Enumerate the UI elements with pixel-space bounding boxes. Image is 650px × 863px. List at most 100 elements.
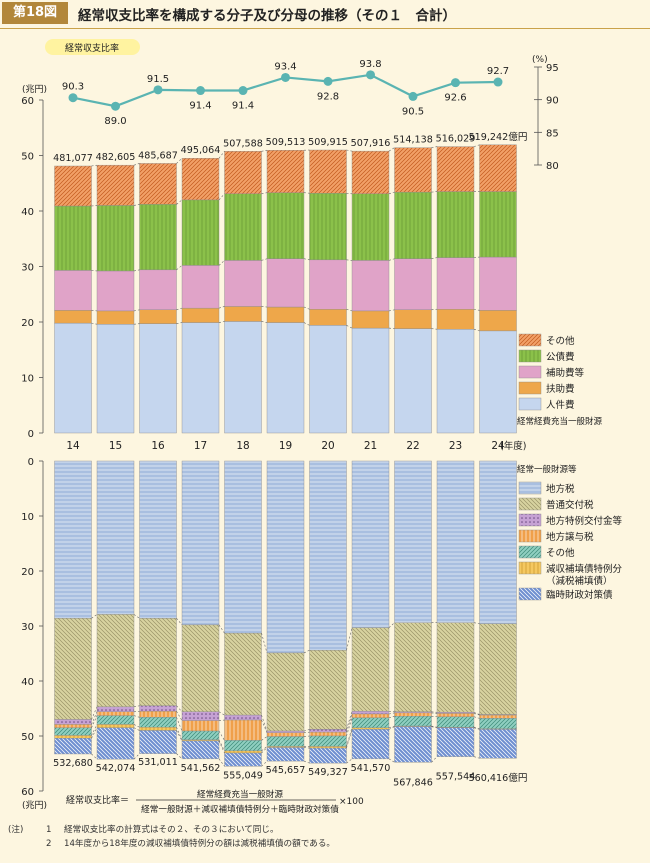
figure-title: 経常収支比率を構成する分子及び分母の推移（その１ 合計）	[78, 8, 456, 24]
ratio-point	[68, 93, 78, 103]
numerator-total-label: 495,064	[181, 145, 221, 156]
denominator-connector	[176, 730, 183, 742]
numerator-connector	[346, 308, 353, 312]
numerator-bar-segment	[351, 327, 390, 434]
denominator-connector	[473, 726, 480, 730]
denominator-legend-swatch	[518, 529, 542, 543]
denominator-connector	[133, 753, 140, 760]
denominator-connector	[346, 729, 353, 749]
denominator-legend-swatch	[518, 481, 542, 495]
numerator-legend-label: 公債費	[546, 351, 575, 363]
denominator-bar-segment	[351, 717, 390, 728]
numerator-bar-segment	[181, 265, 220, 309]
denominator-tick-label: 40	[21, 677, 34, 688]
x-category-label: 21	[364, 440, 377, 452]
numerator-connector	[346, 325, 353, 329]
numerator-bar-segment	[96, 324, 135, 434]
denominator-bar-segment	[351, 711, 390, 715]
denominator-connector	[176, 717, 183, 732]
denominator-bar-segment	[436, 716, 475, 728]
x-category-label: 22	[406, 440, 419, 452]
denominator-bar-segment	[309, 746, 347, 749]
numerator-connector	[261, 306, 268, 308]
denominator-tick-label: 20	[21, 567, 34, 578]
numerator-bar-segment	[96, 205, 135, 272]
numerator-connector	[473, 328, 480, 332]
x-category-label: 16	[151, 440, 165, 452]
denominator-tick-label: 0	[28, 457, 34, 468]
numerator-connector	[346, 149, 353, 152]
numerator-bar-segment	[266, 150, 305, 193]
denominator-connector	[346, 713, 353, 733]
denominator-tick-label: 50	[21, 732, 34, 743]
numerator-total-label: 519,242億円	[469, 131, 528, 143]
x-category-label: 23	[449, 440, 462, 452]
ratio-unit: (%)	[532, 55, 548, 65]
denominator-connector	[431, 725, 438, 728]
denominator-tick-label: 60	[21, 787, 34, 798]
numerator-legend-swatch	[518, 397, 542, 411]
denominator-total-label: 541,570	[351, 763, 391, 774]
numerator-connector	[133, 323, 140, 325]
ratio-point	[366, 70, 375, 80]
ratio-label: 経常収支比率	[65, 42, 119, 54]
denominator-bar-segment	[139, 711, 177, 718]
numerator-bar-segment	[181, 158, 220, 201]
denominator-bar-segment	[309, 747, 347, 764]
denominator-connector	[303, 760, 310, 764]
numerator-tick-label: 50	[21, 152, 34, 163]
numerator-connector	[388, 309, 395, 312]
denominator-bar-segment	[224, 632, 262, 716]
denominator-connector	[218, 739, 225, 751]
denominator-bar-segment	[351, 460, 390, 628]
ratio-value-label: 91.4	[232, 101, 254, 112]
denominator-connector	[91, 753, 98, 760]
numerator-tick-label: 60	[21, 96, 34, 107]
denominator-bar-segment	[224, 740, 262, 752]
denominator-bar-segment	[139, 730, 177, 754]
numerator-connector	[133, 204, 140, 206]
denominator-legend-label: 減収補填債特例分	[546, 563, 623, 575]
numerator-bar-segment	[54, 165, 92, 207]
denominator-connector	[261, 715, 268, 732]
denominator-legend-label: 臨時財政対策債	[546, 589, 613, 601]
denominator-connector	[346, 758, 353, 764]
ratio-value-label: 93.8	[359, 59, 381, 70]
denominator-bar-segment	[309, 735, 347, 747]
denominator-bar-segment	[309, 460, 347, 651]
numerator-unit: (兆円)	[22, 84, 47, 95]
numerator-connector	[218, 151, 225, 159]
denominator-connector	[133, 614, 140, 619]
numerator-bar-segment	[181, 307, 220, 323]
numerator-bar-segment	[139, 323, 177, 434]
denominator-bar-segment	[309, 731, 347, 737]
denominator-bar-segment	[351, 627, 390, 712]
x-category-label: 20	[321, 440, 334, 452]
denominator-bar-segment	[394, 716, 432, 727]
denominator-connector	[91, 614, 98, 619]
denominator-bar-segment	[96, 614, 135, 708]
denominator-bar-segment	[436, 727, 475, 757]
numerator-connector	[431, 257, 438, 260]
denominator-connector	[431, 726, 438, 729]
denominator-bar-segment	[394, 460, 432, 623]
numerator-bar-segment	[139, 163, 177, 205]
denominator-connector	[261, 633, 268, 654]
numerator-bar-segment	[351, 260, 390, 312]
numerator-total-label: 481,077	[53, 153, 93, 164]
numerator-connector	[303, 306, 310, 310]
denominator-bar-segment	[96, 711, 135, 716]
numerator-connector	[91, 270, 98, 272]
denominator-bar-segment	[309, 729, 347, 733]
ratio-value-label: 91.4	[189, 101, 211, 112]
numerator-bar-segment	[351, 193, 390, 261]
numerator-bar-segment	[54, 270, 92, 311]
numerator-bar-segment	[436, 257, 475, 310]
numerator-total-label: 482,605	[96, 152, 136, 163]
denominator-total-label: 542,074	[96, 763, 136, 774]
numerator-connector	[346, 259, 353, 261]
denominator-connector	[91, 727, 98, 739]
formula-denominator: 経常一般財源＋減収補填債特例分＋臨時財政対策債	[141, 803, 339, 815]
numerator-bar-segment	[224, 151, 262, 194]
